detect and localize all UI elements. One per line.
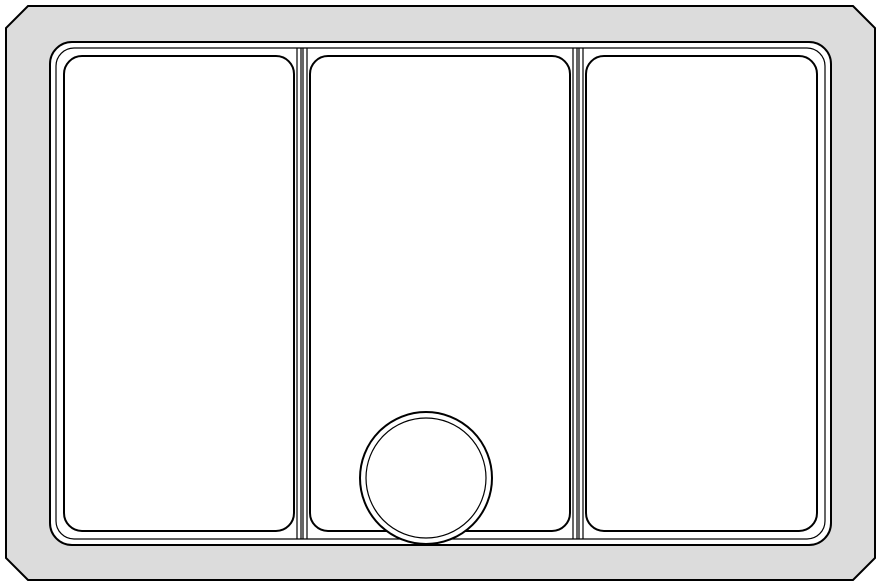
drain-outer <box>360 412 492 544</box>
sink-top-view-diagram <box>0 0 881 586</box>
